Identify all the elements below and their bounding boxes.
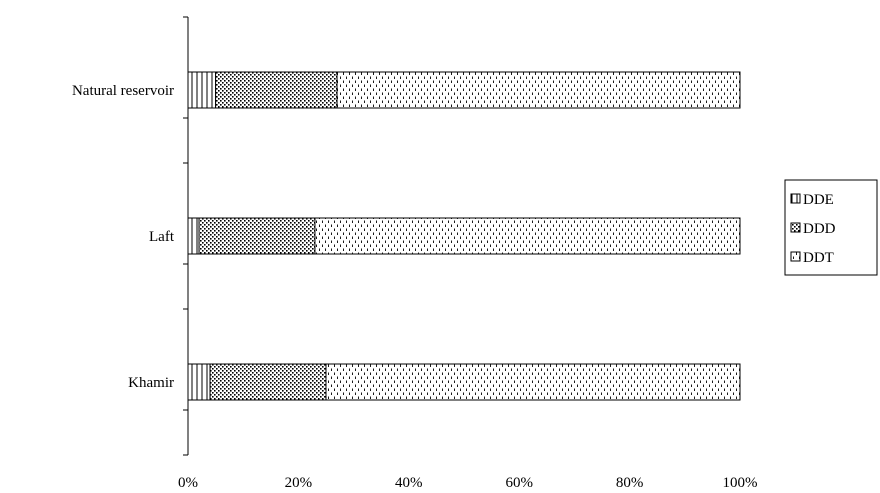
- bar-segment-ddt: [325, 363, 741, 401]
- bar-segment-ddt: [314, 217, 741, 255]
- legend-swatch-ddd: [790, 222, 801, 233]
- labels-layer: Natural reservoir Laft Khamir 0% 20% 40% 60% 80…: [72, 83, 758, 491]
- x-tick-label: 60%: [505, 475, 533, 491]
- legend: DDE DDD DDT: [784, 179, 878, 276]
- x-tick-label: 100%: [723, 475, 758, 491]
- bar-segment-ddd: [209, 363, 327, 401]
- x-tick-label: 40%: [395, 475, 423, 491]
- bar-segment-dde: [187, 71, 217, 109]
- legend-swatch-dde: [790, 193, 801, 204]
- bar-segment-ddd: [198, 217, 316, 255]
- x-tick-label: 0%: [178, 475, 198, 491]
- legend-label-ddd: DDD: [803, 221, 836, 237]
- y-tick-label: Khamir: [128, 375, 174, 391]
- legend-label-dde: DDE: [803, 192, 834, 208]
- bar-segment-ddt: [336, 71, 741, 109]
- y-tick-label: Laft: [149, 229, 175, 245]
- x-tick-label: 80%: [616, 475, 644, 491]
- y-tick-label: Natural reservoir: [72, 83, 174, 99]
- axis-layer: [183, 16, 189, 456]
- legend-swatch-ddt: [790, 251, 801, 262]
- legend-label-ddt: DDT: [803, 250, 834, 266]
- bar-segment-dde: [187, 363, 211, 401]
- x-tick-label: 20%: [285, 475, 313, 491]
- bar-segment-dde: [187, 217, 200, 255]
- bars-layer: [187, 71, 741, 401]
- bar-segment-ddd: [215, 71, 338, 109]
